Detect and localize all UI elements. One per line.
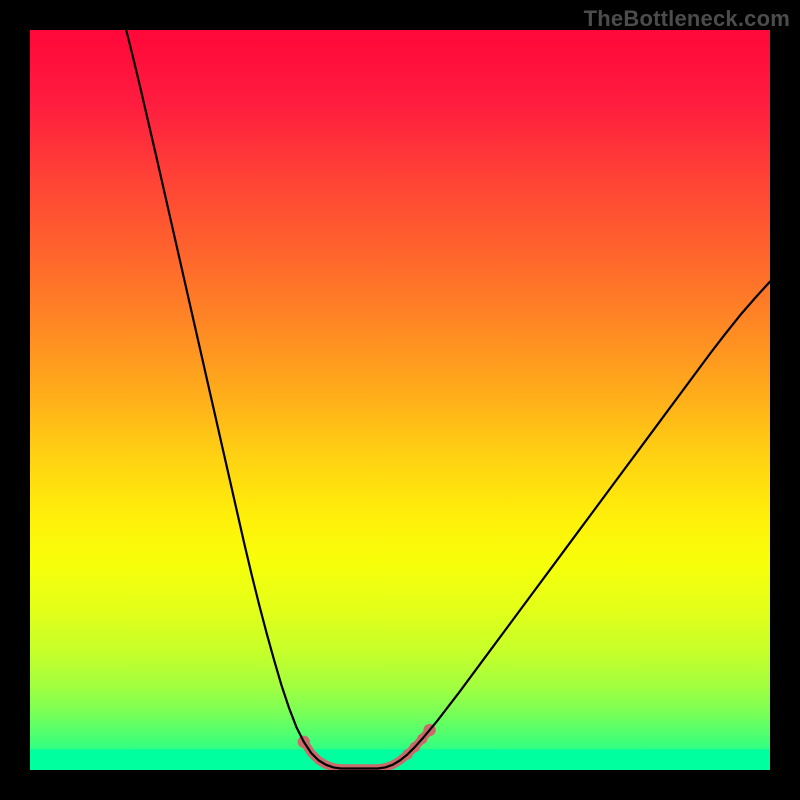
plot-svg — [30, 30, 770, 770]
plot-area — [30, 30, 770, 770]
gradient-background — [30, 30, 770, 770]
chart-frame: TheBottleneck.com — [0, 0, 800, 800]
watermark-text: TheBottleneck.com — [584, 6, 790, 32]
